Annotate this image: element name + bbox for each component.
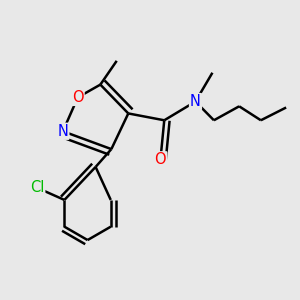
- Text: O: O: [154, 152, 166, 167]
- Text: Cl: Cl: [30, 180, 44, 195]
- Text: O: O: [72, 90, 84, 105]
- Text: N: N: [58, 124, 68, 139]
- Text: N: N: [190, 94, 201, 109]
